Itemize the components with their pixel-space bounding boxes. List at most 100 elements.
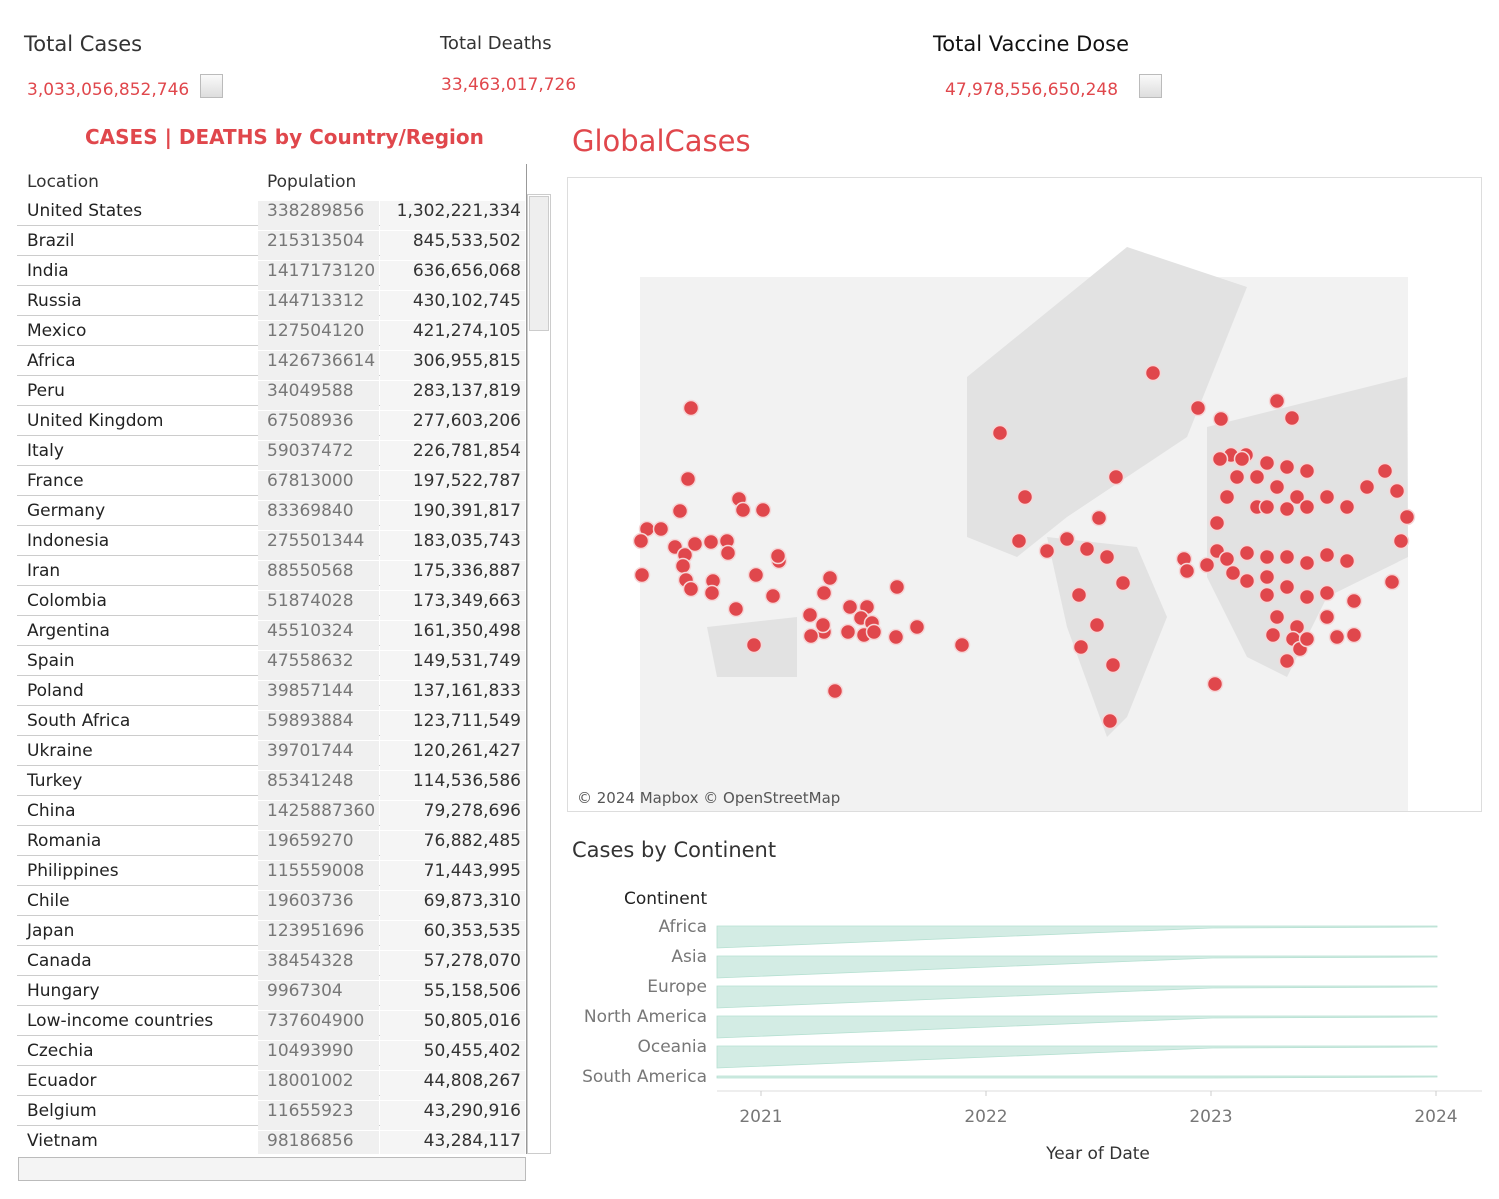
cases-cell: 79,278,696	[423, 801, 521, 821]
table-row: Africa 1426736614 306,955,815	[17, 346, 525, 380]
map-dot	[1298, 630, 1316, 648]
row-header: Continent	[624, 889, 707, 909]
map-dot	[1268, 392, 1286, 410]
val-bg	[380, 351, 525, 380]
map-dot	[1178, 562, 1196, 580]
cases-cell: 55,158,506	[423, 981, 521, 1001]
map-dot	[1278, 500, 1296, 518]
cases-cell: 149,531,749	[412, 651, 521, 671]
map-dot	[1338, 552, 1356, 570]
map-dot	[802, 627, 820, 645]
map-dot	[1238, 572, 1256, 590]
pop-bg	[258, 801, 379, 830]
table: Location Population United States 3382898…	[17, 164, 527, 1154]
population-cell: 123951696	[267, 921, 365, 941]
map-dot	[703, 584, 721, 602]
cases-cell: 845,533,502	[412, 231, 521, 251]
map-dot	[991, 424, 1009, 442]
map-dot	[1058, 530, 1076, 548]
map-dot	[826, 682, 844, 700]
continent-chart: Continent Year of Date Africa Asia Europe N…	[582, 889, 1482, 1164]
map-dot	[1233, 450, 1251, 468]
cases-cell: 50,455,402	[423, 1041, 521, 1061]
population-cell: 51874028	[267, 591, 354, 611]
val-bg	[380, 711, 525, 740]
cases-cell: 120,261,427	[412, 741, 521, 761]
pop-bg	[258, 1041, 379, 1070]
continent-label: Oceania	[637, 1037, 707, 1057]
map-dot	[1218, 488, 1236, 506]
map-dot	[887, 628, 905, 646]
cases-cell: 306,955,815	[412, 351, 521, 371]
map-dot	[1198, 556, 1216, 574]
table-row: Russia 144713312 430,102,745	[17, 286, 525, 320]
cases-cell: 114,536,586	[412, 771, 521, 791]
location-cell: Czechia	[27, 1041, 94, 1061]
map-dot	[1238, 544, 1256, 562]
map-dot	[1268, 608, 1286, 626]
map-dot	[764, 587, 782, 605]
cases-cell: 190,391,817	[412, 501, 521, 521]
val-bg	[380, 951, 525, 980]
map-dot	[1268, 478, 1286, 496]
population-cell: 83369840	[267, 501, 354, 521]
map-dot	[1318, 584, 1336, 602]
kpi-value: 3,033,056,852,746	[27, 80, 190, 100]
continent-label: Africa	[659, 917, 708, 937]
kpi-button[interactable]	[1139, 74, 1162, 98]
x-tick-label: 2022	[964, 1107, 1007, 1127]
cases-cell: 69,873,310	[423, 891, 521, 911]
pop-bg	[258, 651, 379, 680]
location-cell: Ecuador	[27, 1071, 97, 1091]
location-cell: Belgium	[27, 1101, 97, 1121]
map-dot	[1107, 468, 1125, 486]
pop-bg	[258, 291, 379, 320]
pop-bg	[258, 441, 379, 470]
map-dot	[1392, 532, 1410, 550]
cases-cell: 50,805,016	[423, 1011, 521, 1031]
table-row: Vietnam 98186856 43,284,117	[17, 1126, 525, 1154]
location-cell: Colombia	[27, 591, 107, 611]
map-dot	[1298, 588, 1316, 606]
pop-bg	[258, 381, 379, 410]
map-attribution: © 2024 Mapbox © OpenStreetMap	[577, 789, 840, 807]
val-bg	[380, 231, 525, 260]
axis-title: Year of Date	[1045, 1144, 1150, 1164]
kpi-button[interactable]	[200, 74, 223, 98]
location-cell: Africa	[27, 351, 76, 371]
map-dot	[1144, 364, 1162, 382]
map-dot	[1038, 542, 1056, 560]
x-tick-label: 2023	[1189, 1107, 1232, 1127]
map-dot	[1016, 488, 1034, 506]
population-cell: 1417173120	[267, 261, 376, 281]
val-bg	[380, 591, 525, 620]
table-row: Japan 123951696 60,353,535	[17, 916, 525, 950]
location-cell: South Africa	[27, 711, 131, 731]
map-dot	[1104, 656, 1122, 674]
map-dot	[841, 598, 859, 616]
scrollbar[interactable]	[527, 194, 551, 1154]
location-cell: Peru	[27, 381, 65, 401]
val-bg	[380, 1101, 525, 1130]
population-cell: 11655923	[267, 1101, 354, 1121]
continent-area	[716, 985, 1438, 1009]
map-dot	[1208, 514, 1226, 532]
map-dot	[1318, 608, 1336, 626]
cases-cell: 277,603,206	[412, 411, 521, 431]
map-dot	[682, 399, 700, 417]
map-dot	[1211, 450, 1229, 468]
h-scrollbar[interactable]	[18, 1157, 526, 1181]
table-row: Mexico 127504120 421,274,105	[17, 316, 525, 350]
x-tick-label: 2024	[1414, 1107, 1457, 1127]
population-cell: 67508936	[267, 411, 354, 431]
cases-cell: 1,302,221,334	[396, 201, 521, 221]
map-dot	[747, 566, 765, 584]
location-cell: Brazil	[27, 231, 75, 251]
map-dot	[1264, 626, 1282, 644]
map-dot	[633, 566, 651, 584]
map-dot	[671, 502, 689, 520]
map-dot	[1345, 626, 1363, 644]
population-cell: 215313504	[267, 231, 365, 251]
scroll-thumb[interactable]	[529, 196, 549, 331]
pop-bg	[258, 981, 379, 1010]
